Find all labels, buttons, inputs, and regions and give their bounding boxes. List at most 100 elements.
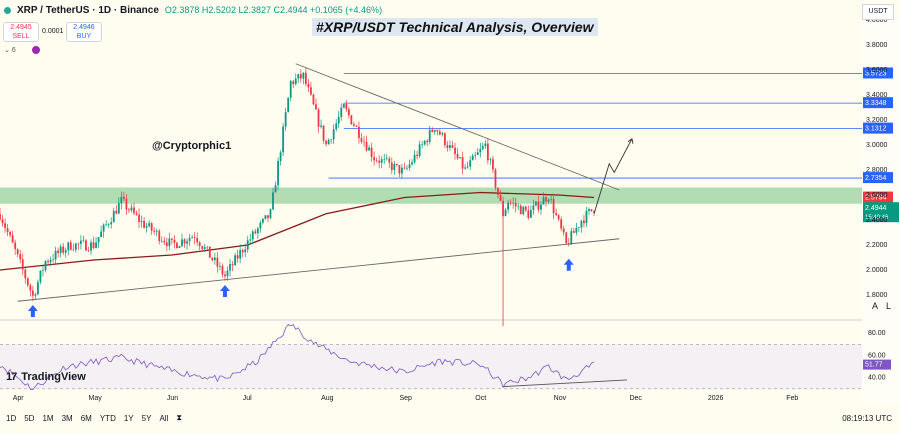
candle-body [545,197,547,202]
candle-body [236,255,239,259]
header-bar: XRP / TetherUS · 1D · Binance O2.3878 H2… [0,0,860,20]
candle-body [26,278,29,286]
collapse-icon[interactable]: ⌄ [4,47,10,54]
trendline-support [17,238,620,302]
projection-path [593,138,633,214]
level-label: 3.5723 [865,70,887,77]
tradingview-brand: 17 TradingView [6,371,86,383]
candle-body [287,97,290,113]
last-price-tag [863,202,899,223]
watermark-handle: @Cryptorphic1 [152,140,232,152]
up-arrow-marker [27,305,38,317]
candle-body [395,163,398,166]
range-1d[interactable]: 1D [6,413,17,423]
candle-body [320,125,322,127]
price-tick: 2.6000 [866,192,888,199]
chart-title: #XRP/USDT Technical Analysis, Overview [312,18,598,36]
moving-average-line [0,191,595,271]
range-3m[interactable]: 3M [61,413,73,423]
candle-body [461,157,464,169]
candle-body [277,161,279,186]
candle-body [183,239,186,244]
candle-body [512,202,515,204]
currency-selector[interactable]: USDT [862,4,894,20]
rsi-value-label: 51.77 [865,362,883,369]
range-1m[interactable]: 1M [42,413,54,423]
sell-button[interactable]: 2.4945 SELL [3,22,39,42]
symbol-label[interactable]: XRP / TetherUS · 1D · Binance [17,4,159,16]
candle-body [514,202,517,207]
candle-body [145,226,148,228]
level-label: 3.3348 [865,100,887,107]
candle-body [370,147,373,158]
level-tag [863,97,893,109]
candle-body [110,222,113,225]
candle-body [474,154,477,156]
candle-body [6,228,9,233]
ma-price-label: 2.5794 [865,195,887,202]
candle-body [90,242,92,251]
candle-body [170,238,173,240]
candle-body [401,167,403,174]
candle-body [572,231,575,233]
time-tick: Sep [399,395,412,402]
candle-body [459,157,461,159]
candle-body [120,196,123,204]
candle-body [517,205,520,207]
candle-body [413,154,416,163]
range-5y[interactable]: 5Y [141,413,152,423]
candle-body [47,261,49,263]
candle-body [335,123,338,130]
candle-body [433,130,436,132]
candle-body [213,257,216,261]
candle-body [522,206,525,215]
auto-scale-toggle[interactable]: A [872,301,879,311]
range-ytd[interactable]: YTD [99,413,116,423]
candle-body [79,240,82,244]
range-1y[interactable]: 1Y [123,413,134,423]
candle-body [264,215,267,219]
date-range-icon[interactable]: ⧗ [176,413,182,422]
candle-body [532,205,535,211]
candle-body [315,104,317,110]
candle-body [411,162,413,165]
candle-body [163,240,166,243]
range-6m[interactable]: 6M [80,413,92,423]
range-all[interactable]: All [159,413,169,423]
candle-body [122,196,125,199]
candle-body [87,250,90,252]
candle-body [542,197,545,205]
rsi-divergence-line [503,379,627,388]
candle-body [105,224,108,225]
buy-price: 2.4946 [73,24,95,31]
candle-body [436,130,439,132]
candle-body [353,124,355,126]
candle-body [337,116,340,124]
candle-body [97,237,100,243]
level-label: 3.1312 [865,126,887,133]
rsi-band [0,344,862,389]
range-5d[interactable]: 5D [24,413,35,423]
candle-body [279,152,282,162]
candle-body [297,74,300,79]
candle-body [135,213,138,215]
candle-body [112,210,115,223]
candle-body [178,246,181,248]
candle-body [416,154,418,156]
candle-body [62,246,65,253]
last-price-label: 2.4944 [865,205,887,212]
candle-body [269,209,272,219]
candle-body [484,143,487,147]
candle-body [39,270,42,283]
candle-body [317,109,320,127]
indicator-toggle[interactable]: ⌄ 6 [4,46,40,55]
candle-body [107,224,110,225]
candle-body [216,257,219,267]
level-tag [863,172,893,184]
time-tick: 2026 [708,395,724,402]
candle-body [153,230,156,232]
candle-body [224,274,226,277]
log-scale-toggle[interactable]: L [886,301,892,311]
buy-button[interactable]: 2.4946 BUY [66,22,102,42]
sell-price: 2.4945 [10,24,32,31]
